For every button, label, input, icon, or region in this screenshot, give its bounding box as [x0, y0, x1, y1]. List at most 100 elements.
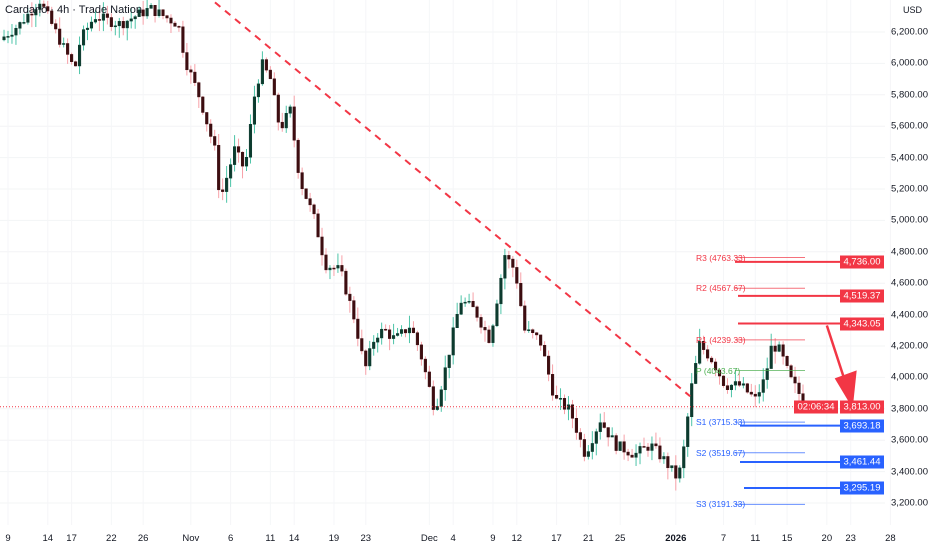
candle-body — [487, 329, 491, 343]
candle-body — [312, 204, 316, 215]
level-price-tag[interactable]: 4,343.05 — [840, 317, 884, 331]
candle-body — [793, 376, 797, 384]
candle-body — [50, 10, 54, 24]
candle-body — [336, 265, 340, 269]
candle-body — [491, 325, 495, 343]
candle-body — [678, 467, 682, 479]
candle-body — [467, 301, 471, 303]
x-tick-label: 6 — [227, 533, 234, 544]
candle-body — [682, 446, 686, 469]
x-tick-label: 9 — [490, 533, 496, 544]
candle-body — [527, 329, 531, 331]
candle-body — [221, 189, 225, 192]
y-tick-label: 4,000.00 — [891, 371, 928, 383]
level-price-tag[interactable]: 3,295.19 — [840, 481, 884, 495]
y-tick-label: 5,400.00 — [891, 152, 928, 164]
y-tick-label: 5,800.00 — [891, 89, 928, 101]
candle-body — [113, 25, 117, 28]
candle-body — [562, 398, 567, 410]
candle-body — [153, 5, 157, 16]
candle-body — [89, 21, 94, 29]
candle-body — [435, 406, 439, 410]
candle-body — [205, 112, 209, 125]
candle-body — [741, 383, 745, 386]
candle-body — [658, 445, 662, 460]
candle-body — [757, 392, 761, 397]
y-tick-label: 6,200.00 — [891, 26, 928, 38]
candle-body — [248, 124, 253, 158]
candle-body — [419, 344, 423, 360]
candle-body — [714, 361, 718, 371]
candle-body — [765, 368, 769, 380]
candle-body — [737, 381, 741, 386]
candle-body — [145, 8, 149, 17]
candle-body — [141, 9, 145, 17]
candle-body — [558, 398, 563, 400]
currency-label[interactable]: USD — [902, 5, 922, 15]
candle-body — [590, 443, 594, 452]
candle-body — [499, 277, 503, 305]
x-tick-label: 4 — [450, 533, 456, 544]
candle-body — [702, 341, 706, 350]
level-price-tag[interactable]: 4,736.00 — [840, 255, 884, 269]
y-tick-label: 3,800.00 — [891, 403, 928, 415]
current-price-tag[interactable]: 3,813.00 — [840, 400, 884, 414]
candle-body — [276, 94, 280, 123]
candle-body — [781, 344, 785, 357]
level-price-tag[interactable]: 3,461.44 — [840, 455, 884, 469]
candle-body — [618, 441, 622, 451]
candle-body — [749, 391, 753, 395]
candle-body — [415, 332, 419, 346]
candle-body — [85, 27, 90, 30]
candle-body — [129, 18, 133, 22]
candle-body — [447, 354, 451, 368]
candle-body — [745, 383, 749, 393]
candle-body — [638, 446, 642, 454]
candle-body — [252, 96, 256, 125]
y-tick-label: 3,400.00 — [891, 466, 928, 478]
x-tick-label: 28 — [885, 533, 896, 544]
x-tick-label: 26 — [137, 533, 149, 544]
x-tick-label: 14 — [42, 533, 54, 544]
candle-body — [161, 9, 165, 16]
y-tick-label: 3,200.00 — [891, 497, 928, 509]
candle-body — [240, 151, 245, 167]
candle-body — [165, 15, 169, 19]
candle-body — [18, 22, 22, 29]
candle-body — [690, 383, 694, 418]
candle-body — [642, 446, 646, 448]
candle-body — [209, 123, 213, 137]
candle-body — [70, 54, 74, 62]
candle-body — [733, 381, 737, 386]
candle-body — [773, 345, 777, 352]
candle-body — [66, 43, 70, 55]
candle-body — [650, 443, 654, 451]
candle-body — [256, 83, 260, 98]
candle-body — [308, 198, 312, 206]
candle-body — [582, 439, 586, 457]
candle-body — [586, 451, 590, 457]
candle-body — [662, 456, 666, 460]
candle-body — [598, 422, 602, 432]
pivot-label: R3 (4763.33) — [696, 252, 746, 263]
x-tick-label: 11 — [750, 533, 761, 544]
candle-body — [284, 113, 288, 129]
candle-body — [2, 36, 6, 41]
candle-body — [185, 52, 189, 71]
candle-body — [225, 177, 229, 192]
pivot-label: R1 (4239.33) — [696, 334, 746, 345]
candle-body — [217, 145, 221, 191]
candle-body — [352, 300, 356, 320]
candle-body — [22, 22, 26, 24]
candle-body — [356, 318, 360, 339]
level-price-tag[interactable]: 3,693.18 — [840, 419, 884, 433]
candle-body — [710, 357, 714, 363]
y-tick-label: 4,800.00 — [891, 246, 928, 258]
pivot-label: R2 (4567.67) — [696, 283, 746, 294]
candle-body — [320, 236, 324, 256]
candle-body — [674, 465, 678, 479]
candle-body — [594, 431, 598, 444]
level-price-tag[interactable]: 4,519.37 — [840, 289, 884, 303]
candle-body — [244, 156, 249, 167]
